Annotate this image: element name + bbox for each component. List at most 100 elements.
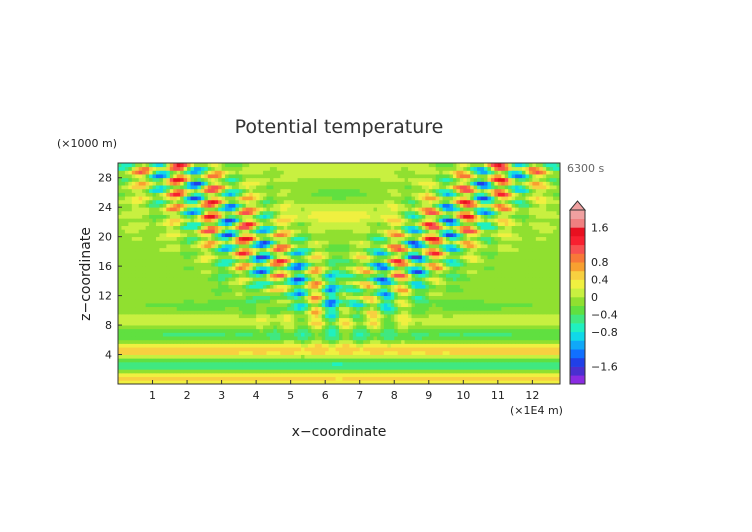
heatmap-cell (228, 251, 233, 256)
heatmap-cell (332, 310, 336, 315)
heatmap-cell (197, 321, 202, 326)
heatmap-cell (249, 280, 254, 285)
heatmap-cell (373, 255, 378, 260)
heatmap-cell (252, 280, 257, 285)
heatmap-cell (280, 306, 285, 311)
heatmap-cell (304, 376, 309, 381)
heatmap-cell (477, 358, 481, 363)
heatmap-cell (425, 361, 430, 366)
heatmap-cell (301, 255, 305, 260)
heatmap-cell (394, 339, 399, 344)
heatmap-cell (470, 354, 475, 359)
heatmap-cell (287, 332, 292, 337)
heatmap-cell (356, 288, 361, 293)
heatmap-cell (259, 280, 264, 285)
heatmap-cell (266, 369, 271, 374)
heatmap-cell (187, 288, 191, 293)
heatmap-cell (542, 339, 547, 344)
heatmap-cell (477, 365, 481, 370)
heatmap-cell (307, 240, 312, 245)
heatmap-cell (159, 277, 164, 282)
heatmap-cell (283, 380, 288, 384)
heatmap-cell (446, 244, 450, 249)
heatmap-cell (301, 310, 305, 315)
heatmap-cell (204, 280, 209, 285)
heatmap-cell (511, 247, 516, 252)
heatmap-cell (463, 376, 468, 381)
heatmap-cell (549, 380, 554, 384)
heatmap-cell (142, 358, 147, 363)
heatmap-cell (370, 325, 374, 330)
heatmap-cell (518, 302, 523, 308)
heatmap-cell (459, 280, 464, 285)
heatmap-cell (118, 291, 122, 296)
heatmap-cell (553, 336, 557, 341)
heatmap-cell (180, 240, 185, 245)
heatmap-cell (345, 295, 350, 300)
heatmap-cell (466, 310, 471, 315)
heatmap-cell (169, 369, 174, 374)
heatmap-cell (321, 369, 326, 374)
heatmap-cell (231, 277, 236, 282)
heatmap-cell (501, 269, 506, 274)
heatmap-cell (145, 350, 150, 355)
heatmap-cell (504, 244, 509, 249)
heatmap-cell (515, 380, 519, 384)
heatmap-cell (176, 328, 181, 333)
heatmap-cell (508, 306, 513, 311)
heatmap-cell (542, 372, 547, 378)
heatmap-cell (211, 266, 216, 271)
heatmap-cell (532, 336, 537, 341)
heatmap-cell (259, 321, 264, 326)
heatmap-cell (245, 328, 250, 333)
heatmap-cell (335, 306, 340, 311)
heatmap-cell (466, 325, 471, 330)
heatmap-cell (242, 328, 247, 333)
heatmap-cell (470, 325, 475, 330)
heatmap-cell (287, 325, 292, 330)
heatmap-cell (332, 255, 336, 260)
heatmap-cell (204, 240, 209, 245)
heatmap-cell (307, 299, 312, 304)
heatmap-cell (504, 325, 509, 330)
heatmap-cell (380, 339, 385, 344)
heatmap-cell (276, 328, 281, 333)
heatmap-cell (269, 306, 274, 311)
heatmap-cell (342, 284, 347, 289)
heatmap-cell (546, 321, 551, 326)
heatmap-cell (539, 332, 544, 337)
heatmap-cell (135, 325, 140, 330)
heatmap-cell (553, 339, 557, 344)
heatmap-cell (307, 288, 312, 293)
heatmap-cell (394, 350, 399, 355)
heatmap-cell (532, 321, 537, 326)
heatmap-cell (124, 339, 129, 344)
heatmap-cell (349, 277, 354, 282)
heatmap-cell (211, 302, 216, 308)
heatmap-cell (414, 380, 419, 384)
heatmap-cell (242, 314, 247, 319)
heatmap-cell (352, 251, 357, 256)
heatmap-cell (124, 288, 129, 293)
heatmap-cell (473, 339, 478, 344)
heatmap-cell (539, 262, 544, 267)
heatmap-cell (180, 325, 185, 330)
heatmap-cell (256, 255, 260, 260)
heatmap-cell (128, 284, 133, 289)
heatmap-cell (273, 358, 278, 363)
heatmap-cell (335, 284, 340, 289)
heatmap-cell (197, 299, 202, 304)
heatmap-cell (124, 350, 129, 355)
heatmap-cell (435, 299, 440, 304)
heatmap-cell (176, 269, 181, 274)
heatmap-cell (228, 310, 233, 315)
heatmap-cell (325, 277, 330, 282)
heatmap-cell (152, 269, 157, 274)
heatmap-cell (207, 325, 212, 330)
heatmap-cell (439, 369, 443, 374)
heatmap-cell (546, 365, 551, 370)
heatmap-cell (273, 321, 278, 326)
heatmap-cell (218, 372, 222, 378)
heatmap-cell (363, 339, 368, 344)
heatmap-cell (249, 343, 254, 348)
